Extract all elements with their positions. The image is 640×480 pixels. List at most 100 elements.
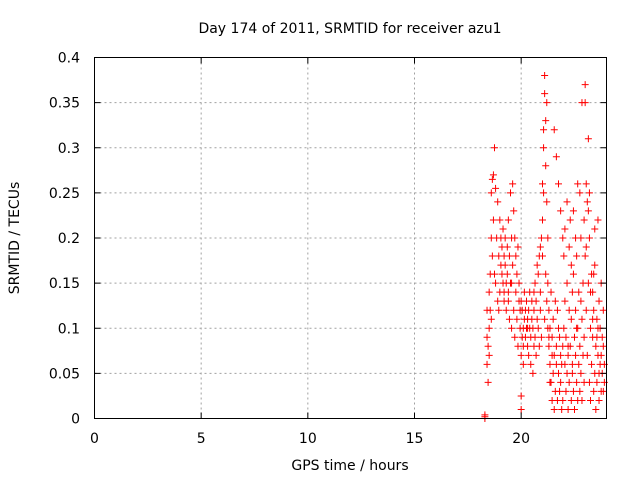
data-point [582,306,590,314]
data-point [489,216,497,224]
data-point [525,351,533,359]
data-point [509,180,517,188]
data-point [512,288,520,296]
data-point [532,297,540,305]
data-point [569,270,577,278]
data-point [556,387,564,395]
data-point [542,117,550,125]
data-point [584,279,592,287]
data-point [511,234,519,242]
data-point [547,288,555,296]
data-point [543,198,551,206]
data-point [557,207,565,215]
data-point [560,324,568,332]
y-tick-label: 0.2 [58,231,80,247]
x-tick-label: 0 [90,431,99,447]
data-point [502,306,510,314]
data-point [571,405,578,413]
data-point [583,351,591,359]
data-point [594,216,602,224]
data-point [548,351,556,359]
data-point [513,270,521,278]
data-point [517,405,525,413]
data-point [550,405,558,413]
data-point [599,306,607,314]
data-point [485,351,493,359]
data-point [485,288,493,296]
data-point [510,306,518,314]
data-point [562,333,570,341]
grid [94,57,607,419]
data-point [501,261,509,269]
data-point [594,324,602,332]
data-point [562,387,570,395]
data-point [585,189,593,197]
data-point [486,306,494,314]
data-point [509,261,517,269]
y-tick-label: 0.35 [49,96,80,112]
y-tick-label: 0 [71,412,80,428]
chart-title: Day 174 of 2011, SRMTID for receiver azu… [198,21,501,37]
data-point [514,243,522,251]
data-point [517,351,525,359]
data-point [545,306,553,314]
data-point [573,252,581,260]
data-point [599,387,607,395]
y-tick-label: 0.1 [58,321,80,337]
data-point [587,288,594,296]
data-point [581,252,589,260]
data-point [542,270,550,278]
data-point [576,189,584,197]
data-point [483,333,491,341]
data-point [544,234,552,242]
data-point [487,189,495,197]
data-point [569,207,577,215]
data-point [544,324,552,332]
data-point [590,387,598,395]
data-point [551,297,559,305]
data-point [573,324,581,332]
data-point [524,324,532,332]
data-point [499,225,507,233]
data-point [566,216,574,224]
data-point [587,324,594,332]
data-point [545,342,553,350]
data-point [578,315,586,323]
data-point [494,297,502,305]
data-point [541,315,549,323]
data-point [568,288,576,296]
data-point [487,315,495,323]
data-point [577,297,585,305]
data-point [532,351,540,359]
data-point [537,333,545,341]
data-point [504,297,512,305]
data-point [584,207,592,215]
data-point [572,351,580,359]
data-point [508,324,516,332]
data-point [496,216,504,224]
data-point [591,261,599,269]
data-point [582,243,590,251]
data-point [559,396,567,404]
data-point [576,342,584,350]
data-point [533,315,541,323]
data-point [564,351,572,359]
x-axis-label: GPS time / hours [291,458,408,474]
data-point [590,270,598,278]
data-point [540,189,548,197]
data-point [488,252,496,260]
data-point [539,180,546,188]
x-tick-labels: 0 5 10 15 20 [90,431,530,447]
data-point [563,198,571,206]
y-tick-label: 0.15 [49,276,80,292]
data-point [488,175,496,183]
data-point [560,252,568,260]
data-point [565,306,573,314]
data-point [567,261,575,269]
data-point [571,333,578,341]
data-point [536,306,544,314]
y-tick-label: 0.05 [49,366,80,382]
data-point [545,333,553,341]
data-point [585,378,593,386]
